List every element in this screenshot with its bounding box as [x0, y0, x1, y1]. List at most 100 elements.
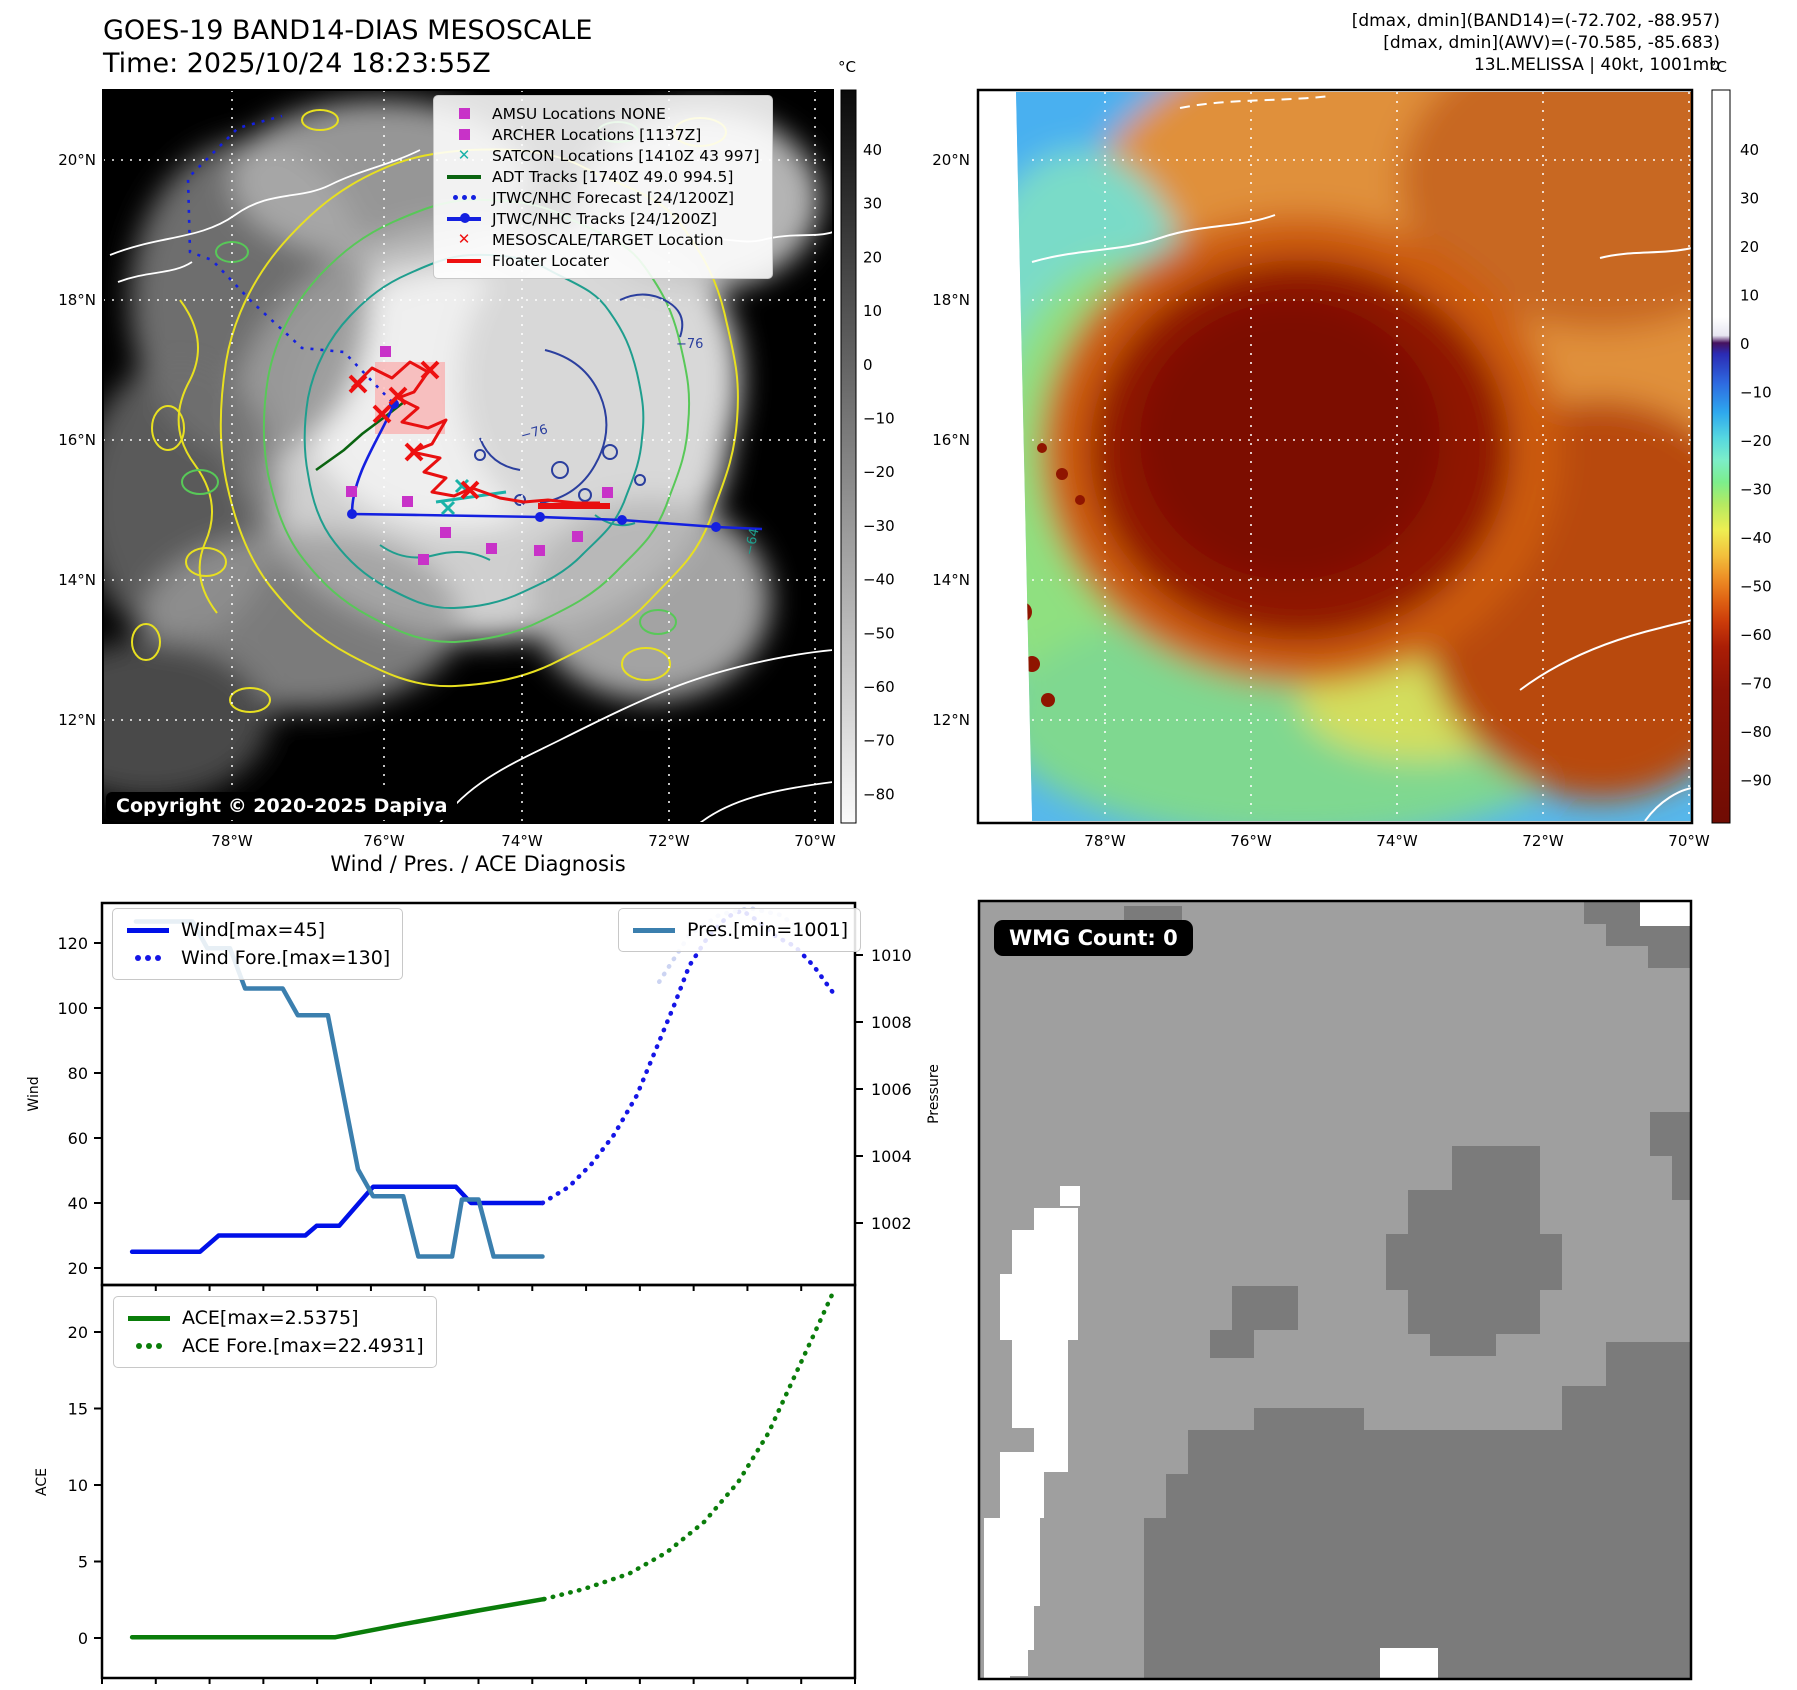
colorbar-tick: −70 [1740, 675, 1772, 693]
dotted-marker-icon [125, 955, 171, 961]
colorbar-tick: 10 [863, 302, 882, 320]
colorbar-tick: 20 [863, 248, 882, 266]
awv-gridlines [1032, 92, 1692, 821]
awv-coastlines [1031, 95, 1692, 821]
x-marker-icon: ✕ [457, 230, 471, 248]
square-marker-icon [446, 129, 482, 140]
colorbar-tick: −40 [1740, 529, 1772, 547]
lon-tick: 74°W [501, 832, 543, 850]
colorbar-tick: 40 [1740, 141, 1759, 159]
lat-tick: 16°N [58, 431, 96, 449]
lat-tick: 14°N [58, 571, 96, 589]
contour-label: −76 [676, 337, 703, 352]
lat-tick: 20°N [58, 151, 96, 169]
diagnosis-title: Wind / Pres. / ACE Diagnosis [330, 852, 626, 876]
band14-header: GOES-19 BAND14-DIAS MESOSCALE Time: 2025… [103, 14, 592, 80]
colorbar-tick: −10 [863, 410, 895, 428]
lon-tick: 74°W [1376, 832, 1418, 850]
legend-item-label: ACE Fore.[max=22.4931] [182, 1335, 424, 1357]
colorbar-tick: −30 [1740, 481, 1772, 499]
lon-tick: 70°W [1668, 832, 1710, 850]
legend-item-label: JTWC/NHC Tracks [24/1200Z] [492, 209, 718, 228]
square-marker-icon [446, 108, 482, 119]
y-axis-label: ACE [34, 1468, 50, 1496]
awv-header: [dmax, dmin](BAND14)=(-72.702, -88.957) … [1352, 10, 1720, 76]
pressure-legend: Pres.[min=1001] [618, 908, 862, 952]
tick-label: 10 [68, 1476, 88, 1495]
legend-item: ✕ MESOSCALE/TARGET Location [446, 229, 760, 250]
legend-item-label: Pres.[min=1001] [687, 919, 849, 941]
lat-tick: 16°N [932, 431, 970, 449]
legend-item-label: AMSU Locations NONE [492, 104, 666, 123]
tick-label: 80 [68, 1064, 88, 1083]
colorbar-unit: °C [1709, 58, 1727, 76]
wmg-white-cells [984, 902, 1690, 1678]
series-Wind Fore.[max=130] [540, 908, 835, 1206]
legend-item: ADT Tracks [1740Z 49.0 994.5] [446, 166, 760, 187]
line-marker-icon [631, 927, 677, 933]
wmg-count-badge: WMG Count: 0 [994, 920, 1193, 956]
colorbar-tick: 0 [1740, 335, 1750, 353]
tick-label: 120 [57, 934, 88, 953]
dmax-dmin-awv: [dmax, dmin](AWV)=(-70.585, -85.683) [1383, 33, 1720, 53]
copyright-badge: Copyright © 2020-2025 Dapiya [106, 792, 458, 820]
line-dot-marker-icon [446, 213, 482, 223]
colorbar-tick: −50 [1740, 578, 1772, 596]
legend-item-label: ARCHER Locations [1137Z] [492, 125, 702, 144]
tick-label: 1008 [871, 1013, 912, 1032]
tick-label: 1006 [871, 1080, 912, 1099]
x-marker-icon: ✕ [457, 146, 471, 164]
lon-tick: 78°W [1084, 832, 1126, 850]
awv-field [1016, 92, 1692, 821]
series-ACE Fore.[max=22.4931] [541, 1291, 835, 1602]
legend-item-label: SATCON Locations [1410Z 43 997] [492, 146, 760, 165]
colorbar-tick: 0 [863, 356, 873, 374]
legend-item: ARCHER Locations [1137Z] [446, 124, 760, 145]
colorbar-tick: 30 [863, 195, 882, 213]
ace-legend: ACE[max=2.5375] ACE Fore.[max=22.4931] [113, 1296, 437, 1368]
contour-label: −76 [519, 422, 549, 444]
diagnosis-charts [94, 901, 863, 1684]
colorbar-tick: −20 [863, 463, 895, 481]
lon-tick: 70°W [794, 832, 836, 850]
lon-tick: 72°W [1522, 832, 1564, 850]
timestamp: Time: 2025/10/24 18:23:55Z [103, 48, 491, 79]
legend-item: JTWC/NHC Forecast [24/1200Z] [446, 187, 760, 208]
series-Wind[max=45] [129, 1184, 545, 1255]
colorbar-tick: −90 [1740, 772, 1772, 790]
colorbar-tick: 10 [1740, 287, 1759, 305]
lat-tick: 18°N [58, 291, 96, 309]
tick-label: 60 [68, 1129, 88, 1148]
legend-item: JTWC/NHC Tracks [24/1200Z] [446, 208, 760, 229]
tick-label: 1002 [871, 1214, 912, 1233]
lat-tick: 12°N [58, 711, 96, 729]
line-marker-icon [446, 258, 482, 263]
line-marker-icon [125, 927, 171, 933]
axis-labels: 20°N 20°N 18°N 18°N 16°N 16°N 14°N 14°N 12°N 12°N… [26, 58, 1772, 1648]
jtwc-forecast-line [186, 114, 393, 403]
colorbar-tick: −40 [863, 571, 895, 589]
colorbar-tick: −80 [863, 785, 895, 803]
lat-tick: 14°N [932, 571, 970, 589]
lat-tick: 12°N [932, 711, 970, 729]
wmg-frame [977, 899, 1693, 1681]
dmax-dmin-band14: [dmax, dmin](BAND14)=(-72.702, -88.957) [1351, 11, 1720, 31]
legend-item-label: ACE[max=2.5375] [182, 1307, 359, 1329]
legend-item: Pres.[min=1001] [631, 916, 848, 944]
tick-label: 40 [68, 1194, 88, 1213]
tick-label: 100 [57, 999, 88, 1018]
lon-tick: 76°W [1230, 832, 1272, 850]
legend-item: Floater Locater [446, 250, 760, 271]
colorbar-tick: 20 [1740, 238, 1759, 256]
jtwc-track-points [347, 399, 721, 532]
colorbar-tick: 40 [863, 141, 882, 159]
legend-item-label: Floater Locater [492, 251, 609, 270]
y-axis-label: Wind [26, 1076, 42, 1111]
tick-label: 1010 [871, 946, 912, 965]
dotted-marker-icon [126, 1343, 172, 1349]
tick-label: 15 [68, 1400, 88, 1419]
legend-item: Wind[max=45] [125, 916, 390, 944]
tick-label: 5 [78, 1553, 88, 1572]
colorbar-tick: −80 [1740, 723, 1772, 741]
